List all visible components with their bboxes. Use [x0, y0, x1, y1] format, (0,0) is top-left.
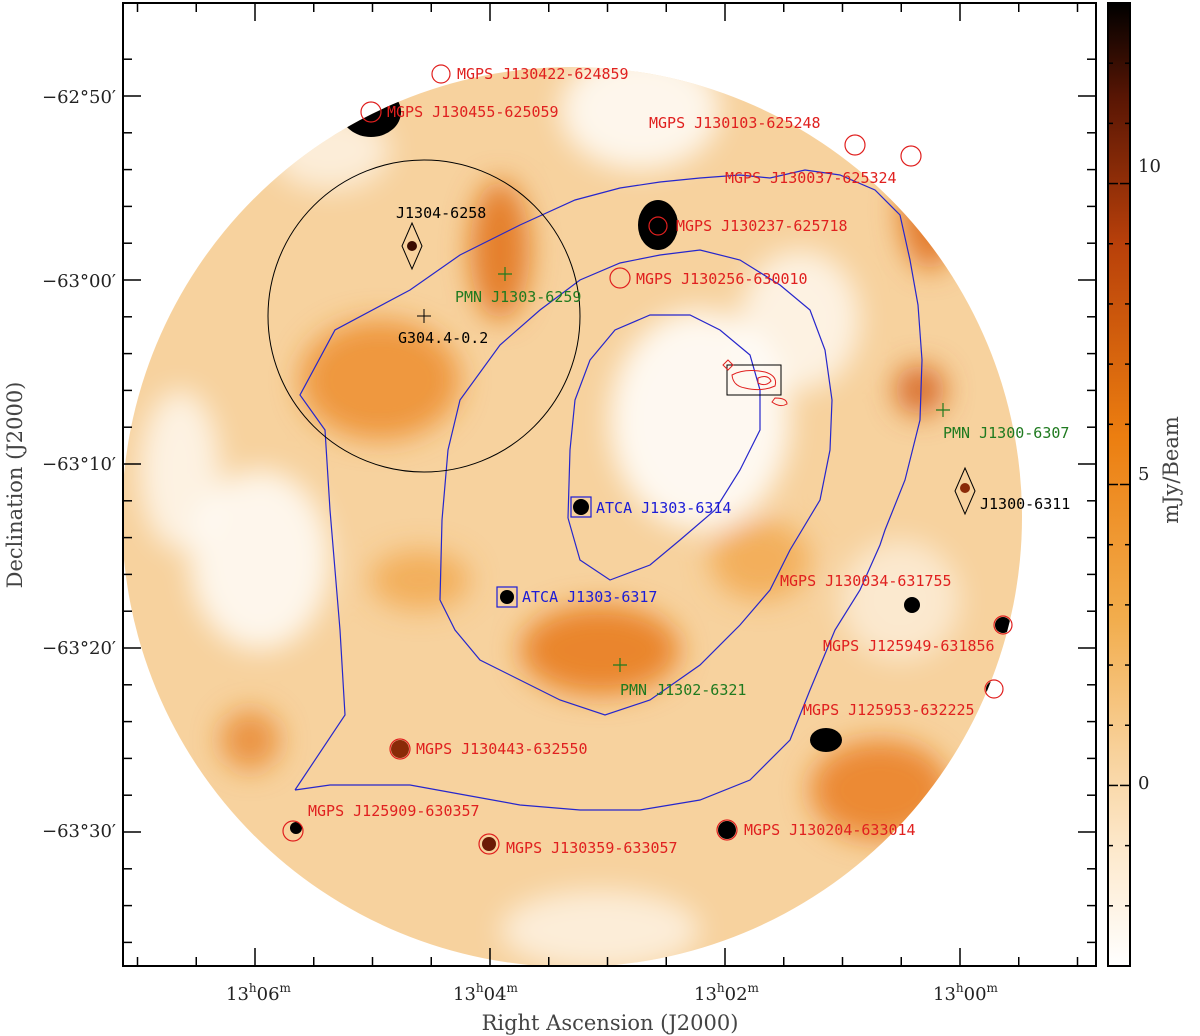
- x-axis-label: Right Ascension (J2000): [482, 1011, 739, 1035]
- y-tick-label: −63°30′: [42, 821, 116, 842]
- mgps-source-marker: [609, 267, 631, 289]
- y-tick-label: −63°20′: [42, 638, 116, 659]
- mgps-source-marker: [478, 833, 500, 855]
- fermi-source-diamond: [401, 221, 423, 271]
- x-tick-label: 13h06m: [226, 981, 292, 1005]
- contour-middle: [439, 249, 833, 716]
- mgps-source-marker: [282, 820, 304, 842]
- colorbar-tick-label: 10: [1138, 156, 1161, 177]
- pmn-source-marker: [936, 403, 950, 417]
- atca-source-label: ATCA J1303-6317: [522, 588, 657, 606]
- atca-source-marker: [570, 496, 592, 518]
- source-markers: MGPS J130422-624859 MGPS J130455-625059 MG…: [282, 64, 1070, 857]
- mgps-source-marker: [900, 145, 922, 167]
- mgps-source-label: MGPS J130204-633014: [744, 821, 916, 839]
- pmn-source-label: PMN J1303-6259: [455, 288, 581, 306]
- fermi-source-label: J1300-6311: [980, 495, 1070, 513]
- atca-source-label: ATCA J1303-6314: [596, 499, 731, 517]
- pmn-source-marker: [613, 658, 627, 672]
- colorbar: 10 5 0 mJy/Beam: [1107, 2, 1183, 967]
- pmn-source-marker: [498, 267, 512, 281]
- mgps-source-label: MGPS J130237-625718: [676, 217, 848, 235]
- mgps-source-label: MGPS J130037-625324: [725, 169, 897, 187]
- mgps-source-label: MGPS J130359-633057: [506, 839, 678, 857]
- atca-source-marker: [496, 586, 518, 608]
- colorbar-tick-label: 5: [1138, 464, 1149, 485]
- x-tick-labels: 13h06m 13h04m 13h02m 13h00m: [226, 981, 999, 1005]
- mgps-source-marker: [648, 216, 668, 236]
- x-tick-label: 13h04m: [453, 981, 519, 1005]
- colorbar-ticks: [1108, 62, 1130, 907]
- mgps-source-label: MGPS J125953-632225: [803, 701, 975, 719]
- mgps-source-label: MGPS J130422-624859: [457, 65, 629, 83]
- pmn-source-label: PMN J1302-6321: [620, 681, 746, 699]
- gamma-ray-contours: [294, 169, 923, 811]
- fermi-source-diamond: [954, 466, 976, 516]
- pmn-source-label: PMN J1300-6307: [943, 424, 1069, 442]
- contour-inner: [567, 314, 761, 581]
- mgps-source-label: MGPS J130034-631755: [780, 572, 952, 590]
- y-tick-label: −63°10′: [42, 454, 116, 475]
- mgps-source-marker: [389, 738, 411, 760]
- snr-centre-marker: [417, 309, 431, 323]
- mgps-source-marker: [360, 101, 382, 123]
- y-tick-labels: −62°50′ −63°00′ −63°10′ −63°20′ −63°30′: [42, 87, 116, 842]
- plot-frame: [122, 2, 1097, 967]
- colorbar-tick-label: 0: [1138, 773, 1149, 794]
- x-tick-label: 13h00m: [933, 981, 999, 1005]
- mgps-source-marker: [984, 679, 1004, 699]
- snr-label: G304.4-0.2: [398, 329, 488, 347]
- mgps-source-label: MGPS J130455-625059: [387, 103, 559, 121]
- mgps-source-marker: [716, 819, 738, 841]
- axis-ticks: [123, 3, 1096, 966]
- x-tick-label: 13h02m: [694, 981, 760, 1005]
- fermi-source-label: J1304-6258: [396, 204, 486, 222]
- g304-region-circle: [267, 159, 581, 473]
- colorbar-label: mJy/Beam: [1159, 416, 1183, 524]
- y-tick-label: −63°00′: [42, 271, 116, 292]
- mgps-source-label: MGPS J130443-632550: [416, 740, 588, 758]
- contour-outer: [294, 169, 923, 811]
- mgps-source-label: MGPS J125909-630357: [308, 802, 480, 820]
- mgps-source-label: MGPS J130256-630010: [636, 270, 808, 288]
- y-axis-label: Declination (J2000): [3, 382, 27, 589]
- y-tick-label: −62°50′: [42, 87, 116, 108]
- mgps-source-marker: [844, 134, 866, 156]
- mgps-source-marker: [431, 64, 451, 84]
- mgps-source-label: MGPS J125949-631856: [823, 637, 995, 655]
- mgps-source-label: MGPS J130103-625248: [649, 114, 821, 132]
- highlight-box: [722, 359, 788, 407]
- mgps-source-marker: [993, 615, 1013, 635]
